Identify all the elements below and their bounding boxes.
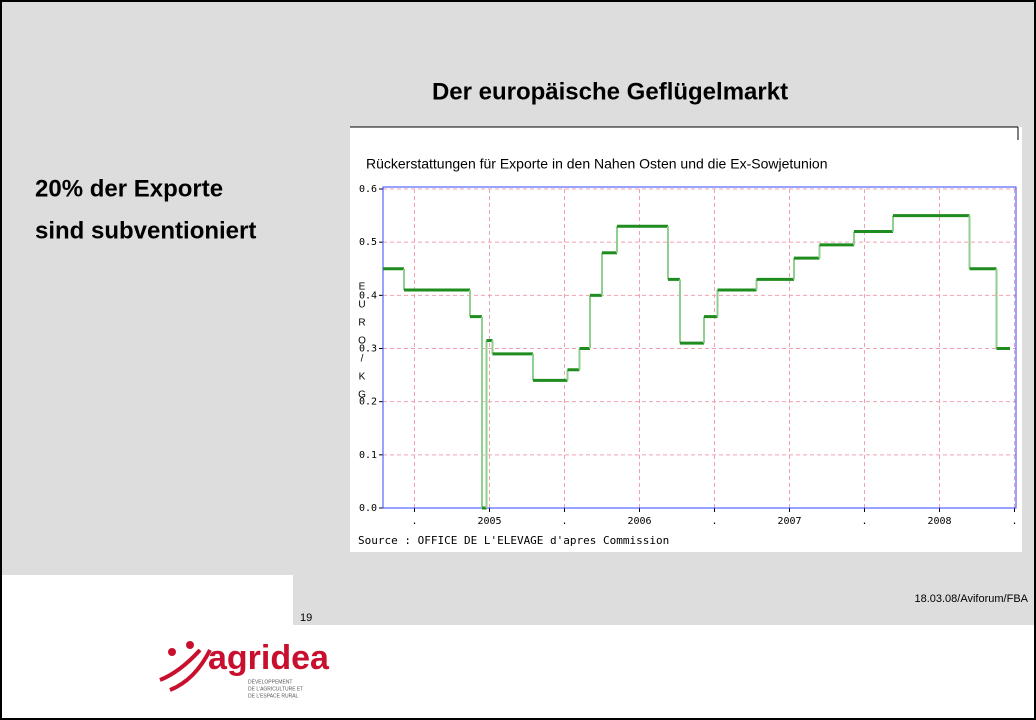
- logo-tagline: DE L'ESPACE RURAL: [248, 693, 299, 699]
- y-tick-label: 0.6: [359, 184, 377, 195]
- logo-tagline: DÉVELOPPEMENT: [248, 678, 292, 685]
- x-tick-label: .: [861, 516, 867, 527]
- y-axis-label: /: [361, 354, 364, 365]
- lead-text: sind subventioniert: [35, 217, 256, 244]
- y-axis-label: O: [358, 336, 366, 347]
- y-tick-label: 0.3: [359, 344, 377, 355]
- y-axis-label: K: [359, 372, 366, 383]
- x-tick-label: 2007: [777, 516, 801, 527]
- y-tick-label: 0.0: [359, 503, 377, 514]
- x-tick-label: 2005: [477, 516, 501, 527]
- y-axis-label: G: [358, 390, 366, 401]
- y-tick-label: 0.1: [359, 450, 377, 461]
- logo-name: agridea: [208, 639, 330, 677]
- y-axis-label: E: [359, 282, 366, 293]
- x-tick-label: .: [711, 516, 717, 527]
- white-block: [0, 575, 293, 635]
- lead-text: 20% der Exporte: [35, 175, 223, 202]
- logo: agridea DÉVELOPPEMENT DE L'AGRICULTURE E…: [159, 639, 330, 699]
- footer: 18.03.08/Aviforum/FBA: [914, 593, 1028, 605]
- plot-frame: [382, 186, 1017, 509]
- x-tick-label: .: [561, 516, 567, 527]
- logo-icon: [186, 641, 194, 649]
- logo-icon: [159, 648, 212, 692]
- chart-title: Rückerstattungen für Exporte in den Nahe…: [366, 156, 828, 172]
- logo-icon: [168, 648, 176, 656]
- y-tick-label: 0.2: [359, 397, 377, 408]
- logo-tagline: DE L'AGRICULTURE ET: [248, 686, 303, 692]
- y-axis-label: U: [358, 300, 365, 311]
- x-tick-label: 2006: [627, 516, 651, 527]
- chart-source: Source : OFFICE DE L'ELEVAGE d'apres Com…: [358, 534, 669, 547]
- chart-box: [350, 127, 1022, 552]
- y-axis-label: R: [358, 318, 365, 329]
- page-number: 19: [300, 612, 312, 624]
- y-tick-label: 0.5: [359, 237, 377, 248]
- plot: 0.0 0.1 0.2 0.3 0.4 0.5 0.6. 2005. 2006. 2007. 200…: [358, 184, 1017, 527]
- x-tick-label: .: [1011, 516, 1017, 527]
- slide-title: Der europäische Geflügelmarkt: [432, 78, 788, 105]
- x-tick-label: 2008: [927, 516, 951, 527]
- x-tick-label: .: [411, 516, 417, 527]
- y-tick-label: 0.4: [359, 290, 377, 301]
